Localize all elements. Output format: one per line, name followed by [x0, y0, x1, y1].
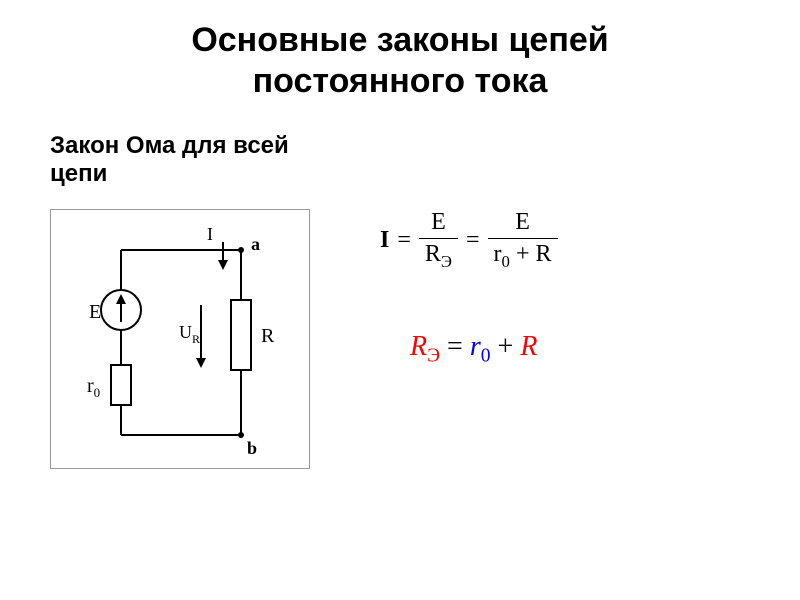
- content-row: E r0 R UR I a b I = E RЭ = E: [0, 189, 800, 479]
- formula2-plus: +: [498, 331, 521, 362]
- formula1-frac2: E r0 + R: [488, 209, 558, 271]
- formula2-RE: RЭ: [410, 331, 447, 362]
- label-node-a: a: [251, 234, 260, 254]
- subtitle: Закон Ома для всей цепи: [0, 112, 800, 190]
- label-R: R: [261, 325, 275, 347]
- label-r0: r0: [87, 375, 100, 400]
- title-line2: постоянного тока: [40, 61, 760, 102]
- formula2-eq: =: [447, 331, 470, 362]
- circuit-diagram: E r0 R UR I a b: [50, 209, 310, 469]
- circuit-column: E r0 R UR I a b: [40, 199, 360, 469]
- formula1-num2: E: [509, 209, 536, 235]
- formula1-frac1: E RЭ: [419, 209, 458, 271]
- subtitle-line1: Закон Ома для всей: [50, 132, 800, 161]
- equivalent-resistance-formula: RЭ = r0 + R: [410, 331, 760, 368]
- formula1-den2: r0 + R: [488, 241, 558, 271]
- formula1-eq1: =: [397, 227, 411, 254]
- formula-column: I = E RЭ = E r0 + R RЭ =: [360, 199, 760, 469]
- subtitle-line2: цепи: [50, 160, 800, 189]
- formula1-eq2: =: [466, 227, 480, 254]
- formula1-den1: RЭ: [419, 241, 458, 271]
- label-E: E: [89, 301, 101, 323]
- title-line1: Основные законы цепей: [40, 20, 760, 61]
- slide-title: Основные законы цепей постоянного тока: [0, 0, 800, 112]
- formula1-bar1: [419, 238, 458, 239]
- label-UR: UR: [179, 322, 200, 346]
- formula2-r0: r0: [470, 331, 498, 362]
- ohms-law-formula: I = E RЭ = E r0 + R: [380, 209, 760, 271]
- circuit-svg: E r0 R UR I a b: [51, 210, 311, 470]
- formula2-R: R: [520, 331, 537, 362]
- formula1-I: I: [380, 227, 389, 254]
- label-I: I: [207, 224, 213, 244]
- formula1-bar2: [488, 238, 558, 239]
- formula1-num1: E: [425, 209, 452, 235]
- label-node-b: b: [247, 438, 257, 458]
